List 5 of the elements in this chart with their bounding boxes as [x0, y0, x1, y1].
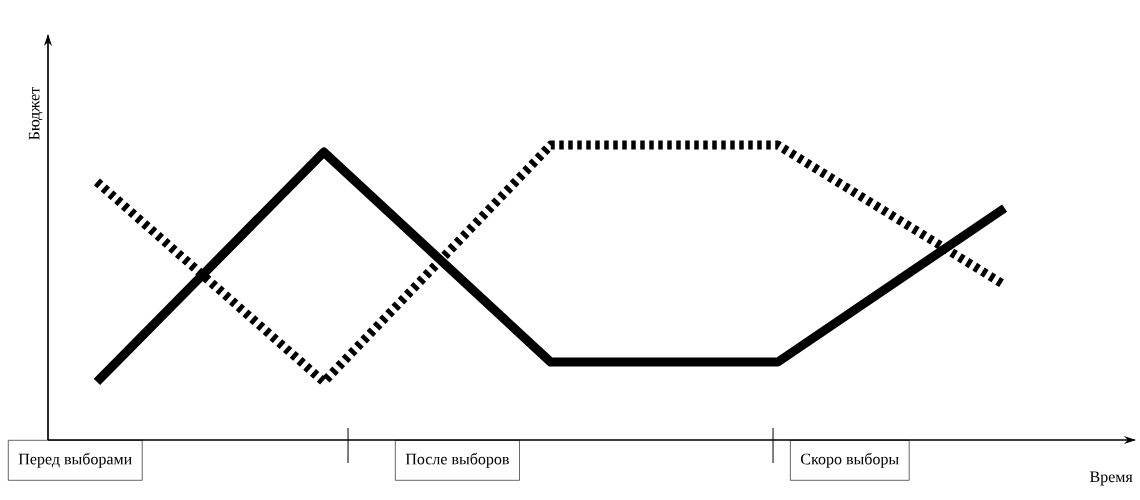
y-axis-title: Бюджет — [28, 87, 43, 140]
text: Перед выборами — [18, 452, 132, 468]
text: После выборов — [405, 452, 509, 468]
x-axis-title: Время — [1089, 471, 1133, 486]
text: Скоро выборы — [801, 452, 899, 468]
